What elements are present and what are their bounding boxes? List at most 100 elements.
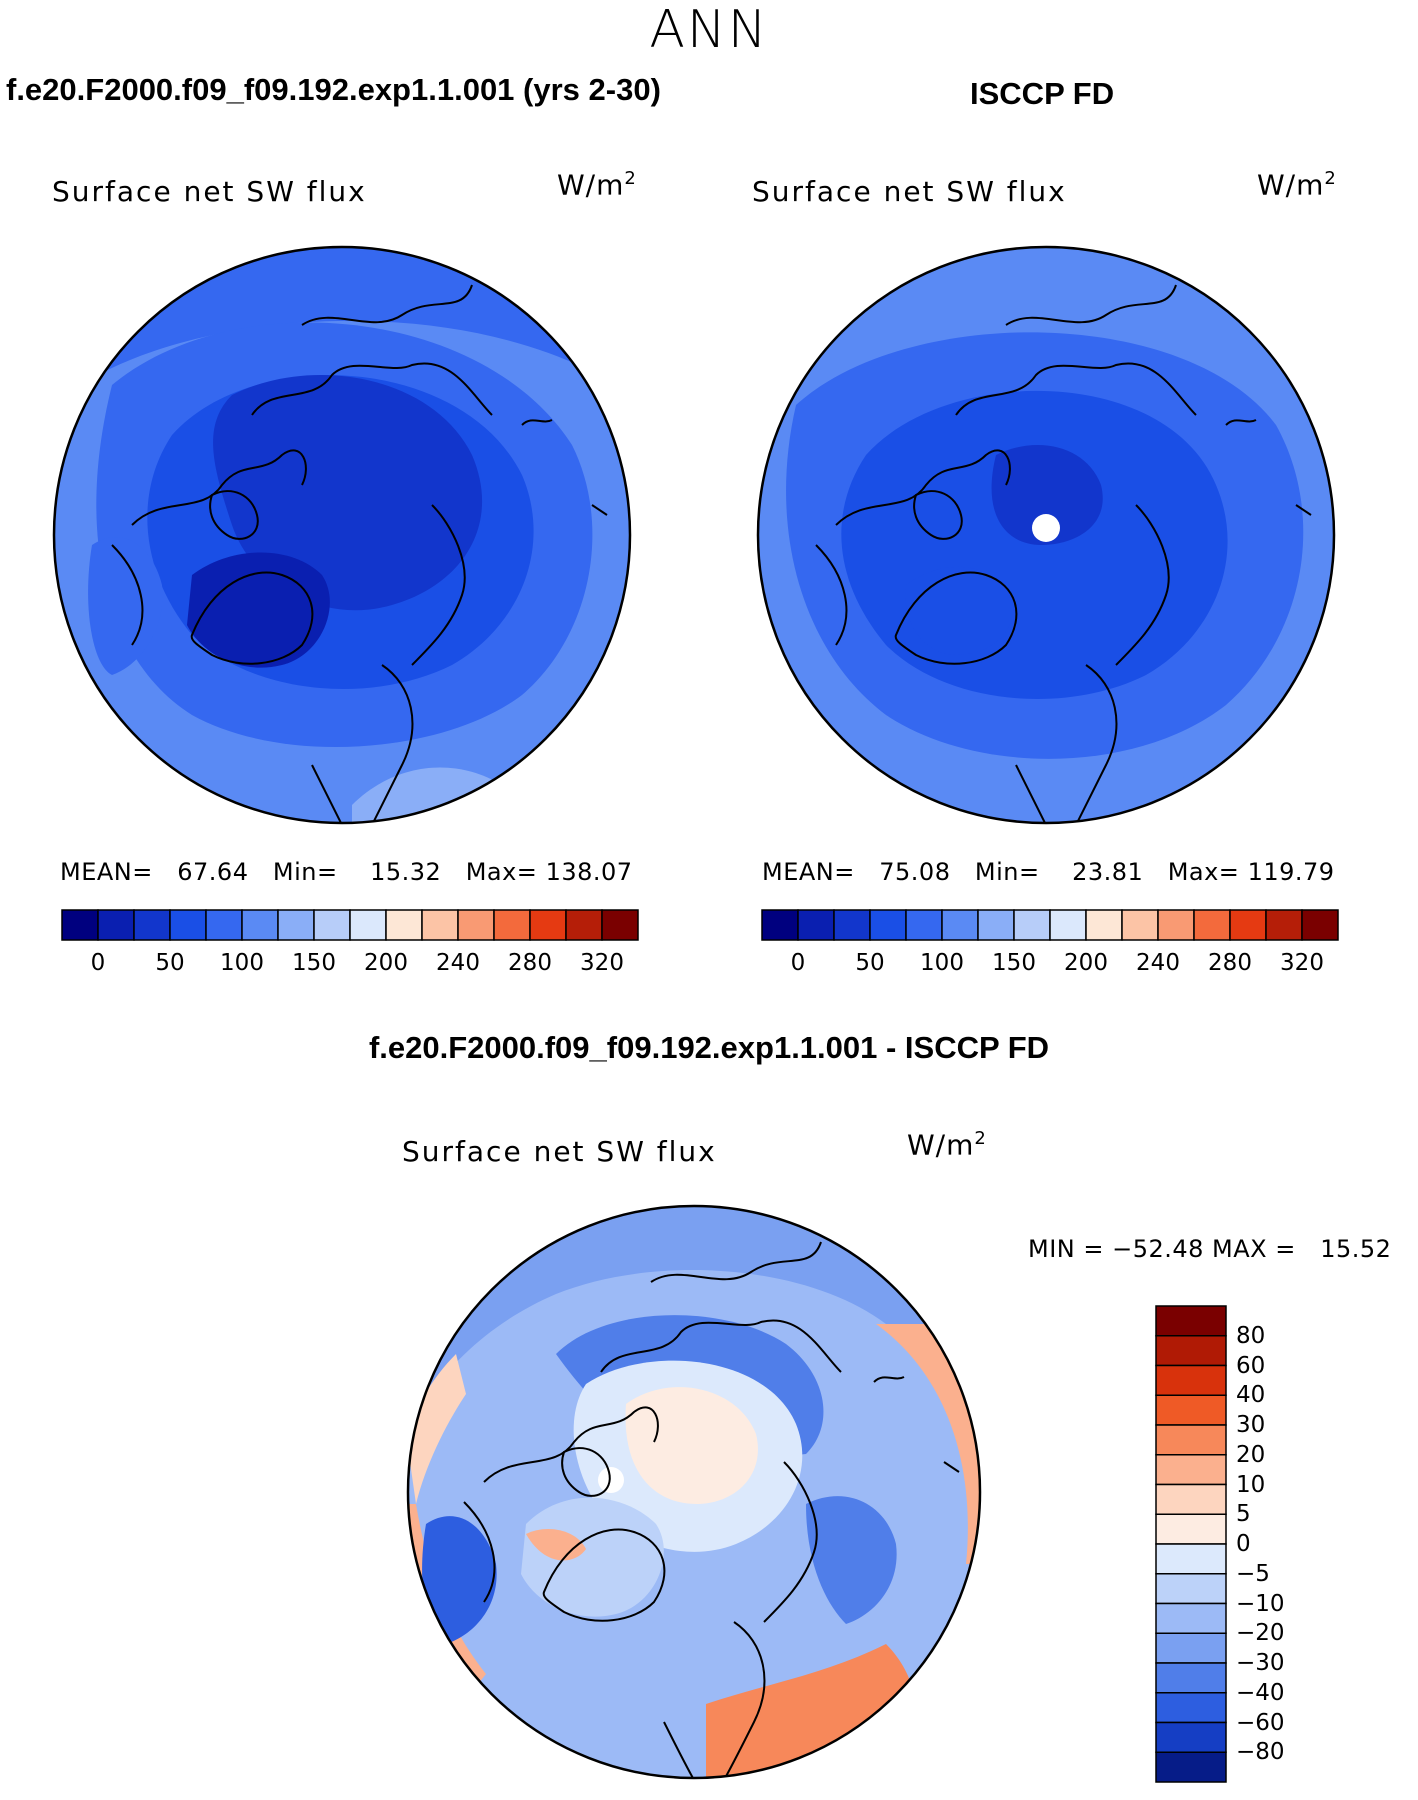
diff-units-label: W/m2 bbox=[907, 1128, 987, 1162]
obs-colorbar-tick-label: 240 bbox=[1136, 950, 1180, 976]
obs-colorbar-box bbox=[1229, 909, 1267, 941]
model-colorbar-tick-label: 200 bbox=[364, 950, 408, 976]
diff-panel-title: f.e20.F2000.f09_f09.192.exp1.1.001 - ISC… bbox=[368, 1030, 1050, 1065]
obs-colorbar-box bbox=[761, 909, 799, 941]
diff-colorbar-box bbox=[1155, 1751, 1227, 1783]
obs-units-label: W/m2 bbox=[1257, 168, 1337, 202]
model-colorbar-tick-label: 0 bbox=[90, 950, 106, 976]
obs-polar-map bbox=[756, 245, 1336, 825]
obs-colorbar-box bbox=[977, 909, 1015, 941]
model-colorbar-box bbox=[133, 909, 171, 941]
diff-stats: MIN = −52.48 MAX = 15.52 bbox=[1028, 1235, 1392, 1263]
model-colorbar-box bbox=[529, 909, 567, 941]
diff-colorbar-tick-label: −20 bbox=[1236, 1620, 1285, 1647]
diff-colorbar-box bbox=[1155, 1721, 1227, 1753]
model-colorbar-box bbox=[457, 909, 495, 941]
model-colorbar-box bbox=[277, 909, 315, 941]
diff-colorbar-box bbox=[1155, 1632, 1227, 1664]
obs-colorbar-ticks: 0 50 100 150 200 240 280 320 bbox=[762, 950, 1338, 980]
obs-colorbar-tick-label: 50 bbox=[855, 950, 885, 976]
obs-colorbar-box bbox=[941, 909, 979, 941]
model-colorbar-ticks: 0 50 100 150 200 240 280 320 bbox=[62, 950, 638, 980]
model-colorbar-box bbox=[349, 909, 387, 941]
obs-colorbar-box bbox=[869, 909, 907, 941]
obs-panel-title: ISCCP FD bbox=[970, 76, 1115, 111]
obs-colorbar-box bbox=[1157, 909, 1195, 941]
obs-colorbar-tick-label: 0 bbox=[790, 950, 806, 976]
obs-colorbar-box bbox=[1085, 909, 1123, 941]
diff-colorbar-box bbox=[1155, 1513, 1227, 1545]
model-colorbar-box bbox=[493, 909, 531, 941]
diff-colorbar-tick-label: −80 bbox=[1236, 1739, 1285, 1766]
diff-colorbar bbox=[1155, 1305, 1227, 1783]
diff-colorbar-box bbox=[1155, 1692, 1227, 1724]
model-colorbar-box bbox=[97, 909, 135, 941]
diff-colorbar-box bbox=[1155, 1573, 1227, 1605]
diff-colorbar-tick-label: 40 bbox=[1236, 1382, 1266, 1409]
model-colorbar-tick-label: 150 bbox=[292, 950, 336, 976]
diff-colorbar-box bbox=[1155, 1543, 1227, 1575]
model-colorbar-box bbox=[205, 909, 243, 941]
model-colorbar-box bbox=[241, 909, 279, 941]
diff-colorbar-box bbox=[1155, 1662, 1227, 1694]
diff-colorbar-tick-label: 80 bbox=[1236, 1322, 1266, 1349]
model-colorbar-box bbox=[601, 909, 639, 941]
diff-colorbar-tick-label: −60 bbox=[1236, 1709, 1285, 1736]
model-colorbar-tick-label: 280 bbox=[508, 950, 552, 976]
diff-colorbar-tick-label: 30 bbox=[1236, 1412, 1266, 1438]
diff-colorbar-tick-label: −5 bbox=[1236, 1560, 1270, 1587]
obs-stats: MEAN= 75.08 Min= 23.81 Max= 119.79 bbox=[762, 858, 1335, 886]
model-colorbar-tick-label: 240 bbox=[436, 950, 480, 976]
diff-colorbar-tick-label: 60 bbox=[1236, 1352, 1266, 1379]
diff-colorbar-box bbox=[1155, 1483, 1227, 1515]
diff-colorbar-tick-label: 5 bbox=[1236, 1501, 1251, 1528]
obs-colorbar bbox=[761, 909, 1339, 941]
diff-colorbar-box bbox=[1155, 1454, 1227, 1486]
diff-colorbar-tick-label: −30 bbox=[1236, 1650, 1285, 1676]
diff-variable-label: Surface net SW flux bbox=[402, 1135, 717, 1168]
obs-colorbar-tick-label: 320 bbox=[1280, 950, 1324, 976]
diff-colorbar-tick-label: −40 bbox=[1236, 1679, 1285, 1706]
obs-variable-label: Surface net SW flux bbox=[752, 175, 1067, 208]
diff-colorbar-ticks: 80 60 40 30 20 10 5 0 −5 −10 −20 −30 −40 −60 −80 bbox=[1236, 1306, 1356, 1782]
obs-colorbar-box bbox=[833, 909, 871, 941]
model-colorbar-box bbox=[565, 909, 603, 941]
model-stats: MEAN= 67.64 Min= 15.32 Max= 138.07 bbox=[60, 858, 633, 886]
obs-colorbar-box bbox=[1049, 909, 1087, 941]
obs-colorbar-box bbox=[1121, 909, 1159, 941]
obs-colorbar-box bbox=[1013, 909, 1051, 941]
diff-colorbar-box bbox=[1155, 1335, 1227, 1367]
obs-colorbar-tick-label: 200 bbox=[1064, 950, 1108, 976]
model-colorbar-box bbox=[169, 909, 207, 941]
obs-colorbar-box bbox=[1265, 909, 1303, 941]
obs-colorbar-box bbox=[1301, 909, 1339, 941]
obs-colorbar-box bbox=[797, 909, 835, 941]
diff-colorbar-box bbox=[1155, 1364, 1227, 1396]
model-colorbar-box bbox=[61, 909, 99, 941]
model-colorbar bbox=[61, 909, 639, 941]
obs-colorbar-tick-label: 280 bbox=[1208, 950, 1252, 976]
model-colorbar-box bbox=[385, 909, 423, 941]
model-colorbar-tick-label: 100 bbox=[220, 950, 264, 976]
obs-colorbar-box bbox=[905, 909, 943, 941]
model-colorbar-box bbox=[421, 909, 459, 941]
season-title: ANN bbox=[649, 0, 769, 60]
model-colorbar-box bbox=[313, 909, 351, 941]
model-panel-title: f.e20.F2000.f09_f09.192.exp1.1.001 (yrs … bbox=[6, 72, 661, 107]
model-polar-map bbox=[52, 245, 632, 825]
diff-colorbar-box bbox=[1155, 1305, 1227, 1337]
diff-colorbar-box bbox=[1155, 1602, 1227, 1634]
diff-colorbar-box bbox=[1155, 1424, 1227, 1456]
obs-colorbar-box bbox=[1193, 909, 1231, 941]
diff-colorbar-tick-label: 0 bbox=[1236, 1531, 1251, 1557]
diff-colorbar-tick-label: −10 bbox=[1236, 1590, 1285, 1617]
obs-colorbar-tick-label: 100 bbox=[920, 950, 964, 976]
diff-polar-map bbox=[406, 1204, 982, 1780]
obs-colorbar-tick-label: 150 bbox=[992, 950, 1036, 976]
model-colorbar-tick-label: 320 bbox=[580, 950, 624, 976]
diff-colorbar-tick-label: 10 bbox=[1236, 1471, 1266, 1498]
model-units-label: W/m2 bbox=[557, 168, 637, 202]
model-variable-label: Surface net SW flux bbox=[52, 175, 367, 208]
diff-colorbar-tick-label: 20 bbox=[1236, 1441, 1266, 1468]
model-colorbar-tick-label: 50 bbox=[155, 950, 185, 976]
